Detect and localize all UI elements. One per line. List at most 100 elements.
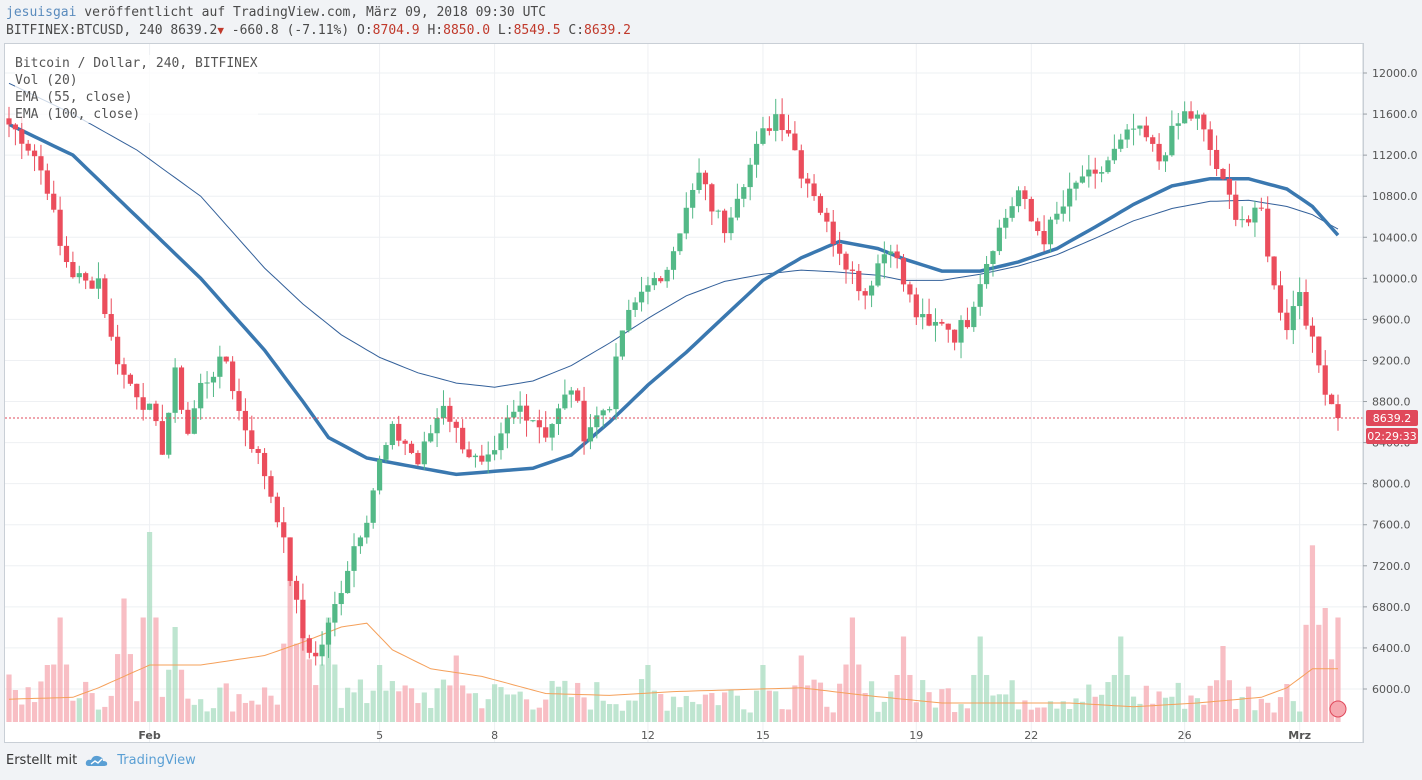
candle-body [626, 309, 632, 331]
candle-body [600, 410, 606, 416]
volume-bar [287, 579, 293, 722]
candle-body [83, 273, 89, 281]
candle-body [242, 410, 249, 431]
candle-body [421, 441, 427, 465]
volume-bar [798, 655, 804, 722]
open-label: O: [357, 23, 373, 38]
tradingview-brand[interactable]: TradingView [117, 753, 196, 768]
legend-ema55[interactable]: EMA (55, close) [15, 90, 133, 105]
volume-bar [587, 709, 594, 722]
volume-bar [696, 704, 702, 722]
chart-area[interactable] [4, 43, 1364, 743]
candle-body [581, 400, 587, 442]
candle-body [753, 143, 760, 165]
volume-bar [1207, 685, 1213, 722]
candle-body [939, 321, 945, 324]
volume-bar [498, 687, 504, 722]
volume-bar [172, 627, 178, 722]
price-axis-label: 8000.0 [1372, 478, 1411, 491]
volume-bar [210, 708, 217, 722]
volume-bar [1226, 680, 1232, 722]
volume-bar [1047, 701, 1054, 722]
legend-main[interactable]: Bitcoin / Dollar, 240, BITFINEX [15, 56, 258, 71]
volume-bar [466, 693, 472, 722]
volume-bar [293, 643, 300, 722]
candle-body [830, 221, 836, 244]
chart-legend: Bitcoin / Dollar, 240, BITFINEX Vol (20)… [15, 55, 258, 123]
candle-body [594, 415, 600, 428]
candle-body [1335, 404, 1341, 419]
volume-bar [536, 707, 542, 722]
candle-body [44, 170, 50, 194]
candle-body [632, 302, 638, 310]
candle-body [146, 403, 153, 410]
candle-body [824, 212, 830, 222]
candle-body [204, 382, 210, 384]
candle-body [370, 490, 376, 523]
volume-bar [345, 687, 351, 722]
candle-body [51, 193, 57, 210]
candle-body [89, 280, 95, 289]
volume-bar [504, 694, 510, 722]
volume-bar [115, 654, 121, 722]
volume-bar [747, 712, 753, 722]
candle-body [338, 593, 344, 605]
candle-body [491, 450, 498, 455]
candle-body [1003, 217, 1009, 228]
high-value: 8850.0 [443, 23, 491, 38]
candle-body [319, 644, 325, 657]
volume-bar [70, 700, 76, 722]
candle-body [402, 440, 408, 444]
candle-body [31, 150, 38, 157]
volume-bar [1290, 701, 1296, 722]
volume-bar [63, 664, 70, 722]
candle-body [351, 546, 357, 571]
volume-bar [1105, 682, 1111, 722]
volume-bar [856, 664, 862, 722]
volume-bar [1054, 708, 1060, 722]
candle-body [178, 367, 185, 410]
volume-bar [396, 691, 402, 722]
candle-body [121, 364, 127, 375]
candle-body [345, 570, 351, 594]
candle-body [964, 320, 971, 328]
candle-body [6, 118, 12, 125]
candle-body [843, 253, 849, 270]
candle-body [734, 198, 740, 218]
volume-bar [306, 659, 312, 722]
author-link[interactable]: jesuisgai [6, 5, 77, 20]
candle-body [837, 243, 843, 254]
time-axis-label: 5 [376, 729, 383, 742]
time-axis-label: 26 [1178, 729, 1192, 742]
volume-bar [900, 636, 907, 722]
volume-bar [926, 692, 932, 722]
candle-body [1130, 128, 1137, 130]
volume-bar [428, 707, 434, 722]
volume-bar [1258, 698, 1264, 722]
candle-body [115, 336, 121, 365]
candle-body [670, 251, 677, 270]
legend-volume[interactable]: Vol (20) [15, 73, 78, 88]
volume-bar [702, 694, 709, 722]
candle-body [971, 306, 977, 328]
candle-body [1054, 213, 1060, 220]
volume-bar [862, 693, 868, 722]
candle-body [1111, 148, 1117, 161]
volume-bar [1035, 707, 1041, 722]
candle-body [811, 183, 817, 197]
candle-body [1220, 169, 1226, 179]
legend-ema100[interactable]: EMA (100, close) [15, 107, 141, 122]
volume-bar [185, 698, 191, 722]
time-axis-label: Mrz [1288, 729, 1311, 742]
volume-bar [376, 665, 383, 722]
candle-body [1098, 172, 1105, 174]
volume-bar [19, 704, 25, 722]
candle-body [281, 522, 287, 538]
volume-bar [945, 688, 951, 722]
volume-bar [408, 688, 415, 722]
volume-bar [479, 708, 485, 722]
candle-body [517, 405, 523, 412]
candle-body [613, 356, 619, 410]
candle-body [952, 329, 958, 343]
candle-body [1233, 194, 1239, 220]
